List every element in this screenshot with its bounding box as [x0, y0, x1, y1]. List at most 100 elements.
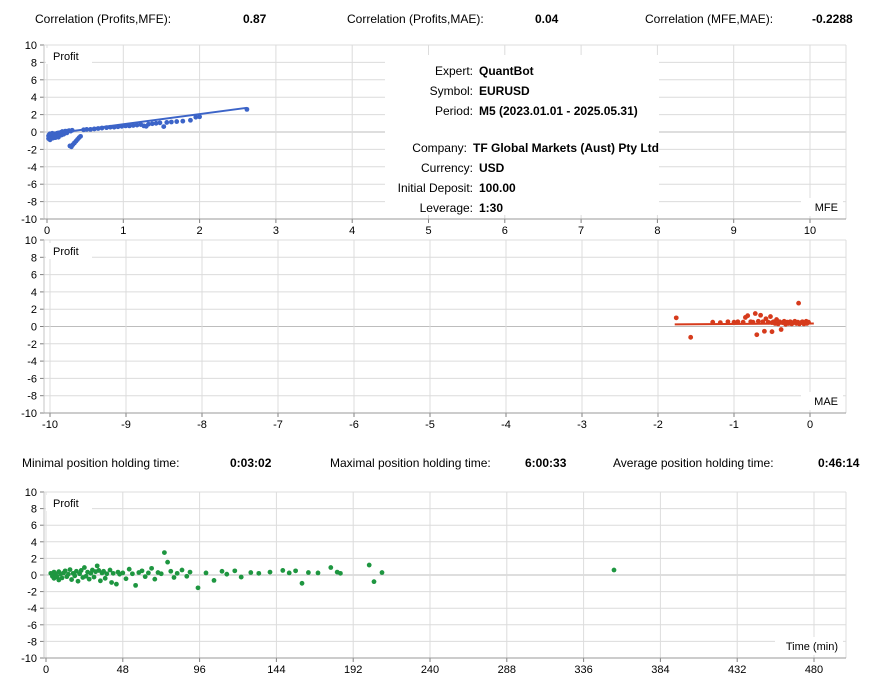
y-tick-label: -8: [27, 636, 37, 648]
y-tick-label: -2: [27, 339, 37, 351]
min-holding-time-label: Minimal position holding time:: [22, 456, 180, 470]
data-point: [219, 568, 225, 574]
corr-mfe-mae-value: -0.2288: [812, 12, 853, 26]
x-tick-label: 3: [273, 225, 279, 237]
data-point: [157, 120, 163, 126]
data-point: [120, 570, 126, 576]
y-tick-label: 6: [31, 520, 37, 532]
data-point: [267, 569, 273, 575]
data-point: [174, 570, 180, 576]
data-point: [94, 563, 100, 569]
chart-timemin: 10 8 6 4 2 0 -2 -4 -6 -8 -10 0 48 96 144 192 240 288 336 38…: [21, 487, 847, 676]
x-axis-corner-label: MAE: [814, 396, 838, 408]
data-point: [203, 570, 209, 576]
data-point: [142, 574, 148, 580]
data-point: [299, 580, 305, 586]
data-point: [168, 568, 174, 574]
y-tick-label: 2: [31, 553, 37, 565]
data-point: [179, 567, 185, 573]
x-tick-label: 0: [807, 419, 813, 431]
data-point: [224, 571, 230, 577]
data-point: [193, 114, 199, 120]
info-row-leverage: Leverage: 1:30: [385, 198, 659, 218]
corner-label-box: [801, 392, 843, 410]
data-point: [95, 126, 101, 131]
data-point: [91, 126, 97, 132]
avg-holding-time-label: Average position holding time:: [613, 456, 774, 470]
data-point: [130, 123, 136, 128]
data-point: [778, 327, 784, 332]
data-point: [187, 569, 193, 575]
y-tick-label: -8: [27, 391, 37, 403]
data-point: [211, 577, 217, 583]
data-point: [765, 319, 771, 325]
data-point: [164, 120, 170, 125]
data-point: [114, 581, 119, 587]
x-tick-label: -3: [577, 419, 587, 431]
corr-mfe-mae-label: Correlation (MFE,MAE):: [645, 12, 774, 26]
data-point: [188, 117, 193, 123]
x-tick-label: -2: [653, 419, 663, 431]
scatter-points: [48, 550, 617, 591]
leverage-value: 1:30: [479, 201, 504, 215]
data-point: [763, 316, 769, 322]
profit-axis-label: Profit: [53, 246, 79, 258]
company-value: TF Global Markets (Aust) Pty Ltd: [472, 141, 659, 155]
data-point: [139, 568, 145, 574]
scatter-points: [673, 300, 811, 340]
scatter-points: [46, 106, 250, 150]
data-point: [75, 578, 81, 584]
data-point: [750, 319, 756, 325]
data-point: [62, 568, 68, 574]
x-tick-label: -9: [121, 419, 131, 431]
leverage-label: Leverage:: [419, 201, 473, 215]
x-tick-label: -10: [42, 419, 58, 431]
corr-profits-mae-value: 0.04: [535, 12, 559, 26]
info-row-symbol: Symbol: EURUSD: [385, 81, 659, 101]
data-point: [66, 571, 71, 577]
x-tick-label: 336: [574, 664, 592, 676]
y-tick-label: -4: [27, 356, 37, 368]
data-point: [69, 127, 75, 133]
data-point: [195, 585, 201, 591]
x-tick-label: 48: [117, 664, 129, 676]
currency-value: USD: [479, 161, 505, 175]
x-tick-label: 432: [728, 664, 746, 676]
data-point: [123, 123, 128, 129]
data-point: [107, 567, 113, 573]
x-tick-label: -6: [349, 419, 359, 431]
corner-label-box: [801, 198, 843, 216]
expert-value: QuantBot: [479, 64, 534, 78]
data-point: [83, 573, 89, 579]
data-point: [338, 570, 343, 576]
x-tick-label: 5: [425, 225, 431, 237]
y-tick-label: -2: [27, 144, 37, 156]
data-point: [768, 314, 773, 319]
y-tick-label: -2: [27, 587, 37, 599]
data-point: [107, 124, 113, 130]
data-point: [158, 571, 164, 577]
corner-label-box: [775, 637, 843, 655]
data-point: [174, 119, 180, 124]
y-tick-label: -10: [21, 408, 37, 420]
x-tick-label: 2: [197, 225, 203, 237]
data-point: [735, 319, 741, 325]
y-tick-label: 10: [25, 235, 37, 247]
data-point: [161, 124, 167, 130]
y-tick-label: 0: [31, 322, 37, 334]
data-point: [760, 319, 766, 325]
data-point: [115, 124, 121, 130]
data-point: [306, 570, 311, 575]
info-row-initial-deposit: Initial Deposit: 100.00: [385, 178, 659, 198]
data-point: [745, 313, 751, 319]
data-point: [710, 319, 716, 325]
avg-holding-time-value: 0:46:14: [818, 456, 860, 470]
info-row-company: Company: TF Global Markets (Aust) Pty Lt…: [385, 138, 659, 158]
corr-profits-mfe-value: 0.87: [243, 12, 267, 26]
period-value: M5 (2023.01.01 - 2025.05.31): [479, 104, 638, 118]
y-tick-label: 8: [31, 252, 37, 264]
data-point: [153, 120, 159, 126]
y-tick-label: -10: [21, 653, 37, 665]
